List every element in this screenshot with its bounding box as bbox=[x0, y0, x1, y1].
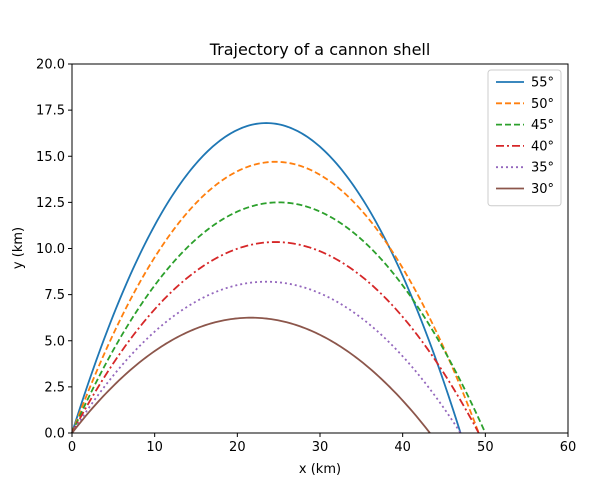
x-tick-label: 10 bbox=[146, 440, 163, 455]
series-line-5 bbox=[71, 316, 431, 434]
chart-title: Trajectory of a cannon shell bbox=[209, 40, 431, 59]
legend-label-4: 35° bbox=[531, 161, 554, 176]
x-axis: 0 10 20 30 40 50 60 bbox=[68, 433, 576, 455]
x-tick-label: 40 bbox=[394, 440, 411, 455]
y-tick-label: 12.5 bbox=[36, 196, 65, 211]
y-tick-label: 0.0 bbox=[44, 427, 65, 442]
legend-label-1: 50° bbox=[531, 97, 554, 112]
y-tick-label: 17.5 bbox=[36, 104, 65, 119]
series-line-2 bbox=[71, 201, 487, 434]
legend-label-3: 40° bbox=[531, 139, 554, 154]
legend-label-2: 45° bbox=[531, 118, 554, 133]
legend-label-0: 55° bbox=[531, 76, 554, 91]
y-tick-label: 7.5 bbox=[44, 288, 65, 303]
series-lines bbox=[71, 122, 487, 434]
x-tick-label: 20 bbox=[229, 440, 246, 455]
x-tick-label: 60 bbox=[560, 440, 577, 455]
x-tick-label: 30 bbox=[312, 440, 329, 455]
y-tick-label: 2.5 bbox=[44, 380, 65, 395]
legend-label-5: 30° bbox=[531, 182, 554, 197]
series-line-3 bbox=[71, 241, 480, 434]
y-tick-label: 15.0 bbox=[36, 150, 65, 165]
y-tick-label: 20.0 bbox=[36, 58, 65, 73]
x-tick-label: 0 bbox=[68, 440, 76, 455]
x-axis-label: x (km) bbox=[299, 462, 341, 477]
x-tick-label: 50 bbox=[477, 440, 494, 455]
y-tick-label: 10.0 bbox=[36, 242, 65, 257]
series-line-1 bbox=[71, 160, 480, 434]
series-line-0 bbox=[71, 122, 462, 434]
legend: 55° 50° 45° 40° 35° 30° bbox=[487, 69, 562, 207]
series-line-4 bbox=[71, 280, 462, 434]
y-axis-label: y (km) bbox=[11, 227, 26, 269]
y-axis: 0.0 2.5 5.0 7.5 10.0 12.5 15.0 17.5 20.0 bbox=[36, 58, 72, 442]
y-tick-label: 5.0 bbox=[44, 334, 65, 349]
